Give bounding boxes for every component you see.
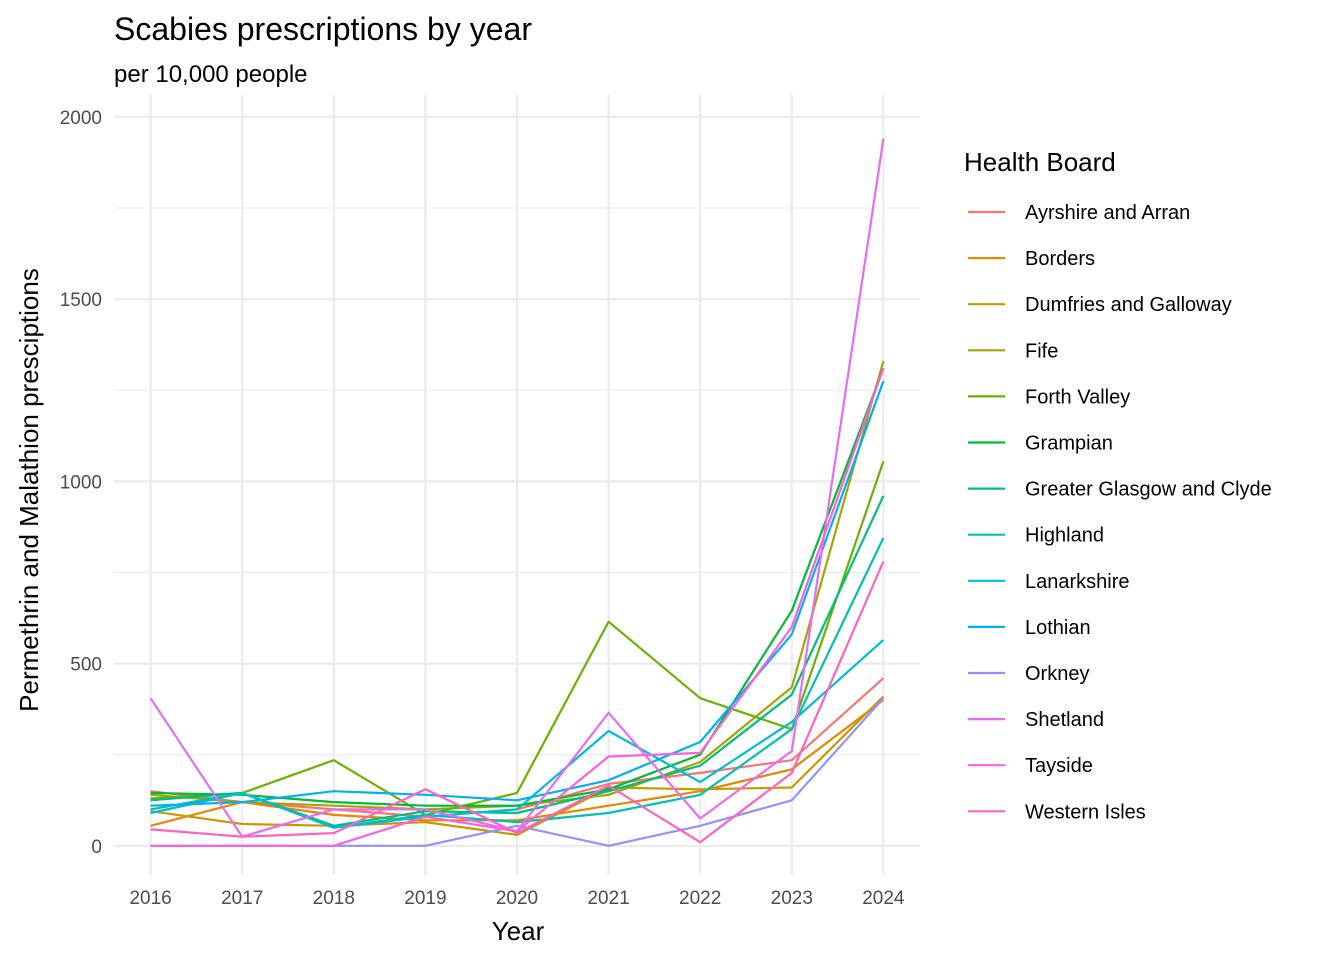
legend-title: Health Board — [964, 147, 1116, 177]
legend-label: Lothian — [1025, 617, 1091, 639]
legend-label: Shetland — [1025, 709, 1104, 731]
x-tick-label: 2018 — [313, 888, 355, 909]
x-tick-label: 2022 — [679, 888, 721, 909]
chart-subtitle: per 10,000 people — [114, 61, 308, 88]
y-axis-ticks: 0 500 1000 1500 2000 — [60, 108, 102, 858]
x-tick-label: 2024 — [862, 888, 905, 909]
legend-label: Fife — [1025, 340, 1058, 362]
y-tick-label: 0 — [91, 837, 102, 858]
y-tick-label: 2000 — [60, 108, 102, 129]
series-line — [150, 699, 885, 827]
x-tick-label: 2023 — [771, 888, 813, 909]
y-tick-label: 1500 — [60, 290, 102, 311]
chart-title: Scabies prescriptions by year — [114, 11, 532, 47]
series-lines — [149, 138, 885, 847]
legend-label: Ayrshire and Arran — [1025, 202, 1190, 224]
legend-label: Greater Glasgow and Clyde — [1025, 479, 1272, 501]
legend: Health Board Ayrshire and Arran Borders Du… — [964, 147, 1272, 823]
y-tick-label: 500 — [70, 655, 102, 676]
legend-label: Borders — [1025, 248, 1095, 270]
legend-label: Orkney — [1025, 663, 1089, 685]
legend-label: Forth Valley — [1025, 386, 1130, 408]
x-tick-label: 2016 — [129, 888, 171, 909]
legend-label: Lanarkshire — [1025, 571, 1130, 593]
x-axis-ticks: 2016 2017 2018 2019 2020 2021 2022 2023 2024 — [129, 888, 904, 909]
x-tick-label: 2019 — [404, 888, 446, 909]
x-tick-label: 2020 — [496, 888, 538, 909]
legend-label: Dumfries and Galloway — [1025, 294, 1232, 316]
major-gridlines — [114, 95, 920, 875]
y-axis-title: Permethrin and Malathion presciptions — [14, 268, 44, 712]
series-line — [150, 368, 885, 807]
legend-label: Grampian — [1025, 433, 1113, 455]
series-line — [150, 561, 885, 844]
legend-label: Western Isles — [1025, 801, 1146, 823]
series-line — [150, 639, 885, 829]
x-tick-label: 2017 — [221, 888, 263, 909]
x-axis-title: Year — [492, 916, 545, 946]
y-tick-label: 1000 — [60, 472, 102, 493]
legend-label: Tayside — [1025, 755, 1093, 777]
series-line — [150, 695, 885, 837]
x-tick-label: 2021 — [587, 888, 629, 909]
legend-label: Highland — [1025, 525, 1104, 547]
series-line — [150, 368, 885, 847]
